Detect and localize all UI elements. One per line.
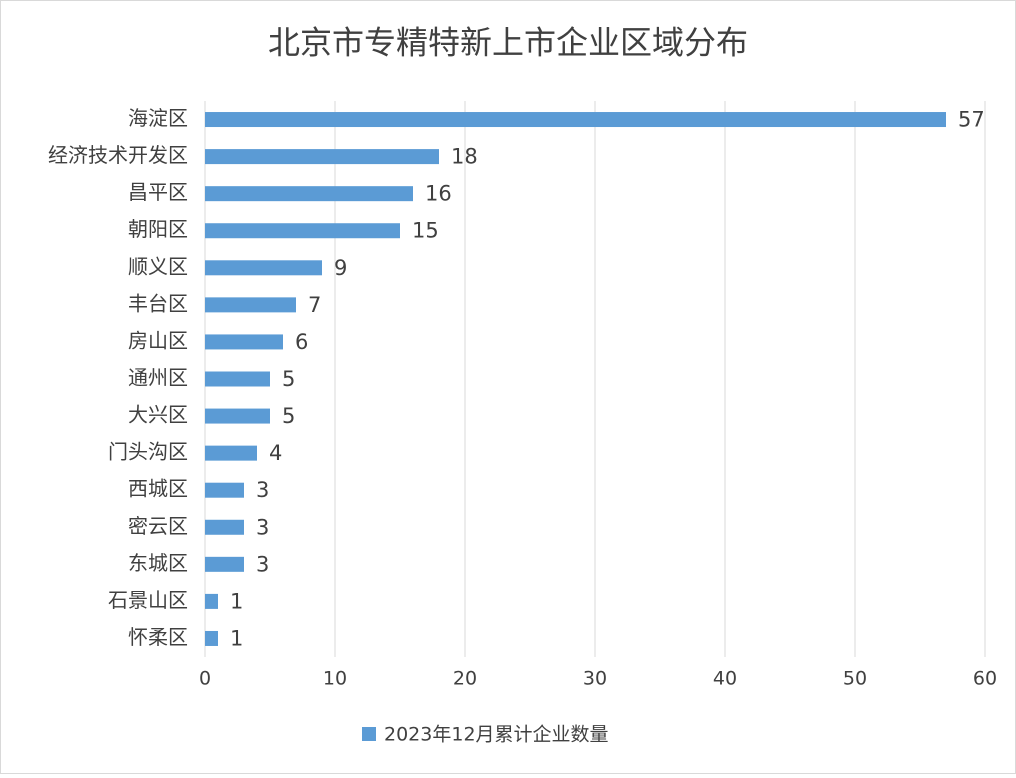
bar <box>205 334 283 350</box>
data-label: 16 <box>425 182 452 206</box>
bar <box>205 593 218 609</box>
chart-title: 北京市专精特新上市企业区域分布 <box>268 24 748 62</box>
y-tick-label: 密云区 <box>128 514 188 538</box>
x-tick-label: 20 <box>453 668 477 690</box>
data-label: 1 <box>230 589 243 613</box>
bar <box>205 149 439 165</box>
bar <box>205 223 400 239</box>
y-tick-label: 朝阳区 <box>128 217 188 241</box>
bar <box>205 260 322 276</box>
data-label: 5 <box>282 404 295 428</box>
x-tick-label: 10 <box>323 668 347 690</box>
y-tick-label: 石景山区 <box>108 588 188 612</box>
bar <box>205 519 244 535</box>
data-label: 6 <box>295 330 308 354</box>
x-tick-label: 50 <box>843 668 867 690</box>
data-label: 18 <box>451 145 478 169</box>
data-label: 57 <box>958 108 985 132</box>
x-tick-label: 60 <box>973 668 997 690</box>
y-tick-label: 丰台区 <box>128 291 188 315</box>
y-tick-label: 西城区 <box>128 477 188 501</box>
y-tick-label: 怀柔区 <box>128 625 188 649</box>
y-tick-label: 大兴区 <box>128 403 188 427</box>
data-label: 4 <box>269 441 282 465</box>
bar <box>205 112 946 128</box>
bar <box>205 297 296 313</box>
x-tick-label: 0 <box>199 668 211 690</box>
bar <box>205 482 244 498</box>
x-tick-label: 30 <box>583 668 607 690</box>
data-label: 7 <box>308 293 321 317</box>
data-label: 5 <box>282 367 295 391</box>
y-tick-label: 昌平区 <box>128 180 188 204</box>
y-tick-label: 门头沟区 <box>108 440 188 464</box>
data-label: 3 <box>256 552 269 576</box>
y-tick-label: 海淀区 <box>128 106 188 130</box>
y-tick-label: 房山区 <box>128 328 188 352</box>
y-tick-label: 通州区 <box>128 366 188 390</box>
bar <box>205 186 413 202</box>
x-tick-label: 40 <box>713 668 737 690</box>
data-label: 9 <box>334 256 347 280</box>
y-tick-label: 东城区 <box>128 551 188 575</box>
bar <box>205 556 244 572</box>
data-label: 15 <box>412 219 439 243</box>
bar <box>205 371 270 387</box>
y-tick-label: 顺义区 <box>128 254 188 278</box>
y-tick-label: 经济技术开发区 <box>48 143 188 167</box>
legend-label: 2023年12月累计企业数量 <box>384 724 609 746</box>
bar <box>205 630 218 646</box>
bar <box>205 408 270 424</box>
data-label: 3 <box>256 515 269 539</box>
legend-swatch <box>362 727 376 741</box>
data-label: 3 <box>256 478 269 502</box>
data-label: 1 <box>230 626 243 650</box>
bar <box>205 445 257 461</box>
